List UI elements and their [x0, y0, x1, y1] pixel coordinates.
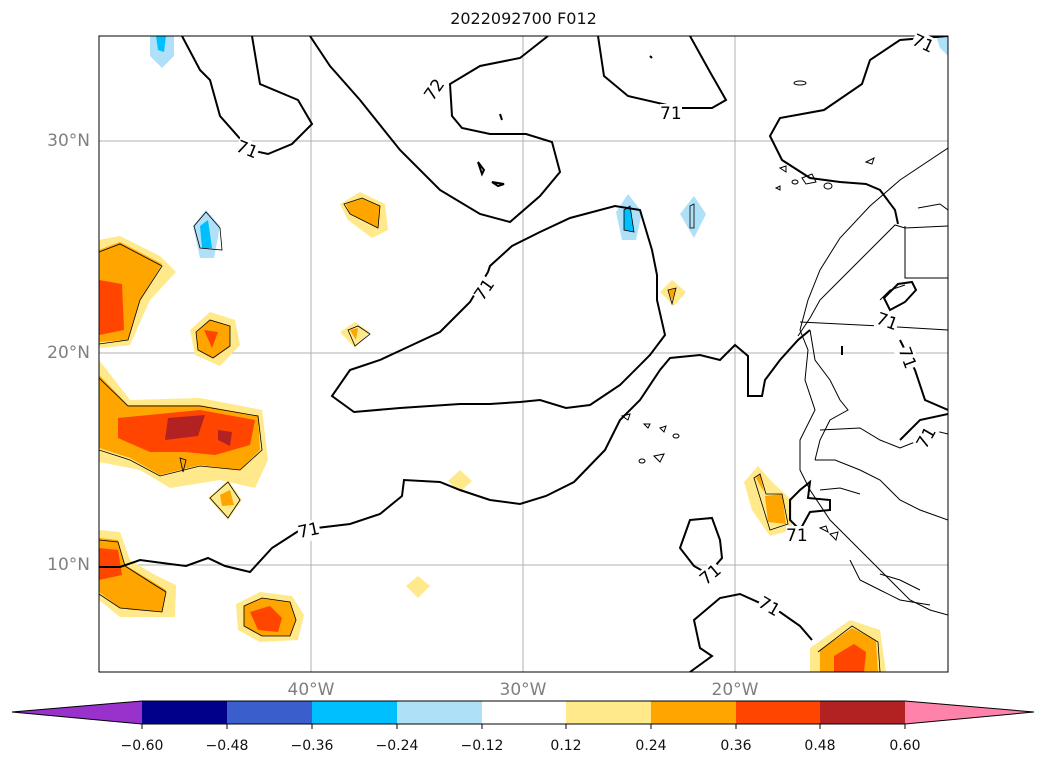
colorbar-segment: [142, 701, 227, 724]
colorbar-segment: [905, 701, 1034, 724]
map-title: 2022092700 F012: [450, 9, 597, 28]
colorbar-tick: 0.12: [550, 738, 582, 754]
contour-label: 71: [660, 104, 682, 124]
lon-label-40w: 40°W: [287, 680, 335, 700]
anomaly-fill: [99, 36, 948, 672]
colorbar-tick: −0.48: [205, 738, 249, 754]
colorbar-segment: [227, 701, 312, 724]
colorbar-segment: [397, 701, 482, 724]
colorbar-segment: [566, 701, 651, 724]
colorbar-segment: [312, 701, 397, 724]
colorbar-tick: 0.48: [804, 738, 836, 754]
colorbar-tick: 0.24: [635, 738, 667, 754]
colorbar-segment: [482, 701, 566, 724]
map-plot-area: [99, 36, 948, 672]
coastlines: [797, 147, 948, 616]
colorbar-segment: [651, 701, 736, 724]
colorbar-tick: −0.12: [460, 738, 504, 754]
gridlines: [99, 36, 948, 672]
lat-label-20n: 20°N: [47, 343, 90, 363]
height-contours: [99, 36, 948, 672]
plot-frame: [98, 35, 949, 673]
lon-label-20w: 20°W: [711, 680, 759, 700]
colorbar-tick: 0.60: [889, 738, 921, 754]
colorbar-tick: −0.24: [375, 738, 419, 754]
colorbar-tick: 0.36: [720, 738, 752, 754]
islands: [620, 80, 875, 541]
lat-label-30n: 30°N: [47, 131, 90, 151]
anomaly-outlines: [99, 197, 881, 672]
colorbar-segment: [820, 701, 905, 724]
colorbar-segment: [12, 701, 142, 724]
contour-label: 71: [786, 526, 808, 546]
colorbar-tick: −0.36: [290, 738, 334, 754]
colorbar-tick: −0.60: [120, 738, 164, 754]
lon-label-30w: 30°W: [499, 680, 547, 700]
colorbar-segment: [736, 701, 820, 724]
colorbar: [11, 700, 1035, 729]
lat-label-10n: 10°N: [47, 555, 90, 575]
